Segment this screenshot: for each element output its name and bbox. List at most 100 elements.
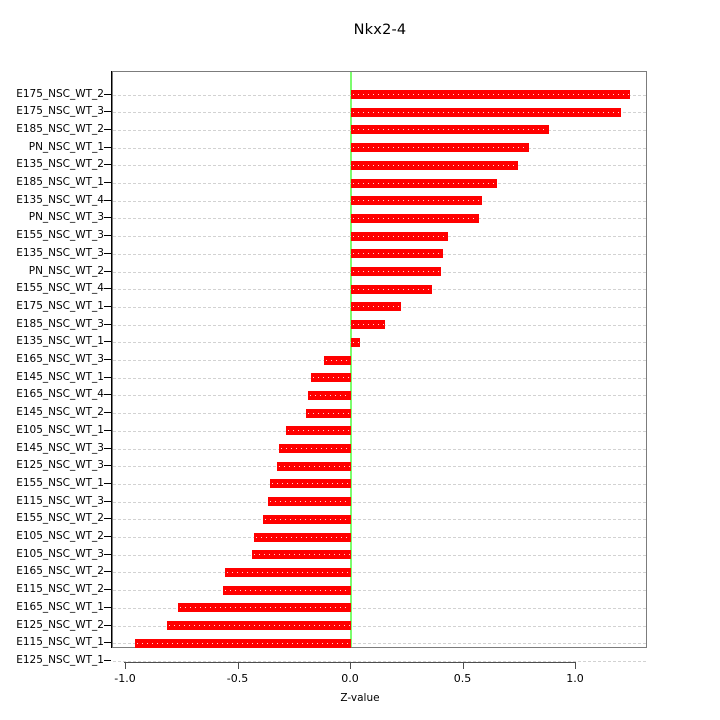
y-axis-tick [104,482,111,484]
bar [252,550,351,560]
y-axis-tick [104,376,111,378]
y-axis-tick [104,589,111,591]
gridline [113,360,646,361]
y-axis-tick [104,465,111,467]
bar [351,302,401,312]
bar [267,497,351,507]
y-axis-label: E125_NSC_WT_1 [16,653,104,666]
y-axis-tick [104,235,111,237]
y-axis-tick [104,659,111,661]
x-axis-tick [125,662,126,669]
gridline [113,413,646,415]
bar [351,231,448,241]
y-axis-tick [104,642,111,644]
y-axis-tick [104,252,111,254]
y-axis-tick [104,164,111,166]
plot-area [113,72,646,662]
x-axis-tick-label: -1.0 [114,672,136,685]
gridline [113,501,646,503]
bar [351,337,360,347]
bar [308,390,351,400]
y-axis-tick [104,323,111,325]
x-axis-title: Z-value [340,692,380,704]
x-axis-tick [462,662,464,669]
y-axis-label: E155_NSC_WT_4 [16,282,104,295]
y-axis-tick [104,305,111,307]
y-axis-label: E185_NSC_WT_1 [16,176,104,188]
y-axis-tick [104,93,111,95]
bar [254,532,351,542]
gridline [113,643,646,645]
y-axis-tick [104,624,111,626]
y-axis-labels: E175_NSC_WT_2 E175_NSC_WT_3 E185_NSC_WT_2 P… [0,71,111,665]
y-axis-label: E155_NSC_WT_3 [16,229,104,242]
x-axis-tick [575,662,576,669]
y-axis-tick [104,606,111,608]
gridline [113,448,646,450]
y-axis-tick [104,288,111,290]
bar [351,143,529,153]
x-axis-tick [237,662,239,669]
y-axis-tick [104,553,111,555]
y-axis-label: E105_NSC_WT_3 [16,547,104,560]
bar [351,249,444,259]
bar [351,125,549,135]
y-axis-label: E135_NSC_WT_3 [16,246,104,259]
bar [306,408,351,418]
gridline [113,342,646,344]
y-axis-label: E175_NSC_WT_1 [16,299,104,312]
y-axis-tick [104,536,111,537]
y-axis-label: E125_NSC_WT_3 [16,459,104,472]
page-title: Nkx2-4 [353,22,407,38]
y-axis-label: E115_NSC_WT_1 [16,636,104,649]
y-axis-label: E145_NSC_WT_2 [16,406,104,419]
gridline [113,607,646,609]
y-axis-tick [104,447,111,449]
bar [285,426,351,436]
bar [351,320,385,330]
gridline [113,377,646,379]
y-axis-tick [104,359,111,360]
y-axis-label: E155_NSC_WT_1 [16,476,104,489]
y-axis-line [111,71,112,648]
bar [351,267,441,276]
gridline [113,625,646,627]
x-axis-tick-label: 0.5 [453,672,472,685]
bar [324,355,351,365]
gridline [113,466,646,468]
y-axis-label: E165_NSC_WT_4 [16,388,104,401]
gridline [113,660,646,662]
y-axis-label: E115_NSC_WT_2 [16,583,104,596]
bar [310,373,351,383]
gridline [113,572,646,574]
x-axis-tick-label: -0.5 [226,672,249,685]
y-axis-tick [104,412,111,414]
y-axis-label: E165_NSC_WT_1 [16,600,104,613]
y-axis-label: E175_NSC_WT_3 [16,105,104,118]
y-axis-label: E125_NSC_WT_2 [16,618,104,631]
bar [225,567,351,577]
x-axis-tick-label: 0.0 [341,672,359,685]
y-axis-tick [104,429,111,431]
bar [351,284,432,294]
gridline [113,483,646,485]
gridline [113,395,646,397]
gridline [113,519,646,521]
y-axis-label: E175_NSC_WT_2 [16,87,104,100]
y-axis-label: E145_NSC_WT_1 [16,370,104,383]
x-axis-tick-label: 1.0 [566,672,584,685]
y-axis-label: E165_NSC_WT_3 [16,353,104,365]
y-axis-tick [104,270,111,272]
bar [177,603,351,613]
bar [351,178,498,188]
y-axis-label: E185_NSC_WT_3 [16,317,104,330]
x-axis-tick [350,662,351,669]
plot-panel [112,71,647,662]
y-axis-label: E105_NSC_WT_1 [16,423,104,436]
bar [351,160,518,170]
bar [351,213,480,223]
y-axis-tick [104,341,111,343]
bar [276,461,351,471]
y-axis-tick [104,500,111,502]
bar [351,107,621,117]
